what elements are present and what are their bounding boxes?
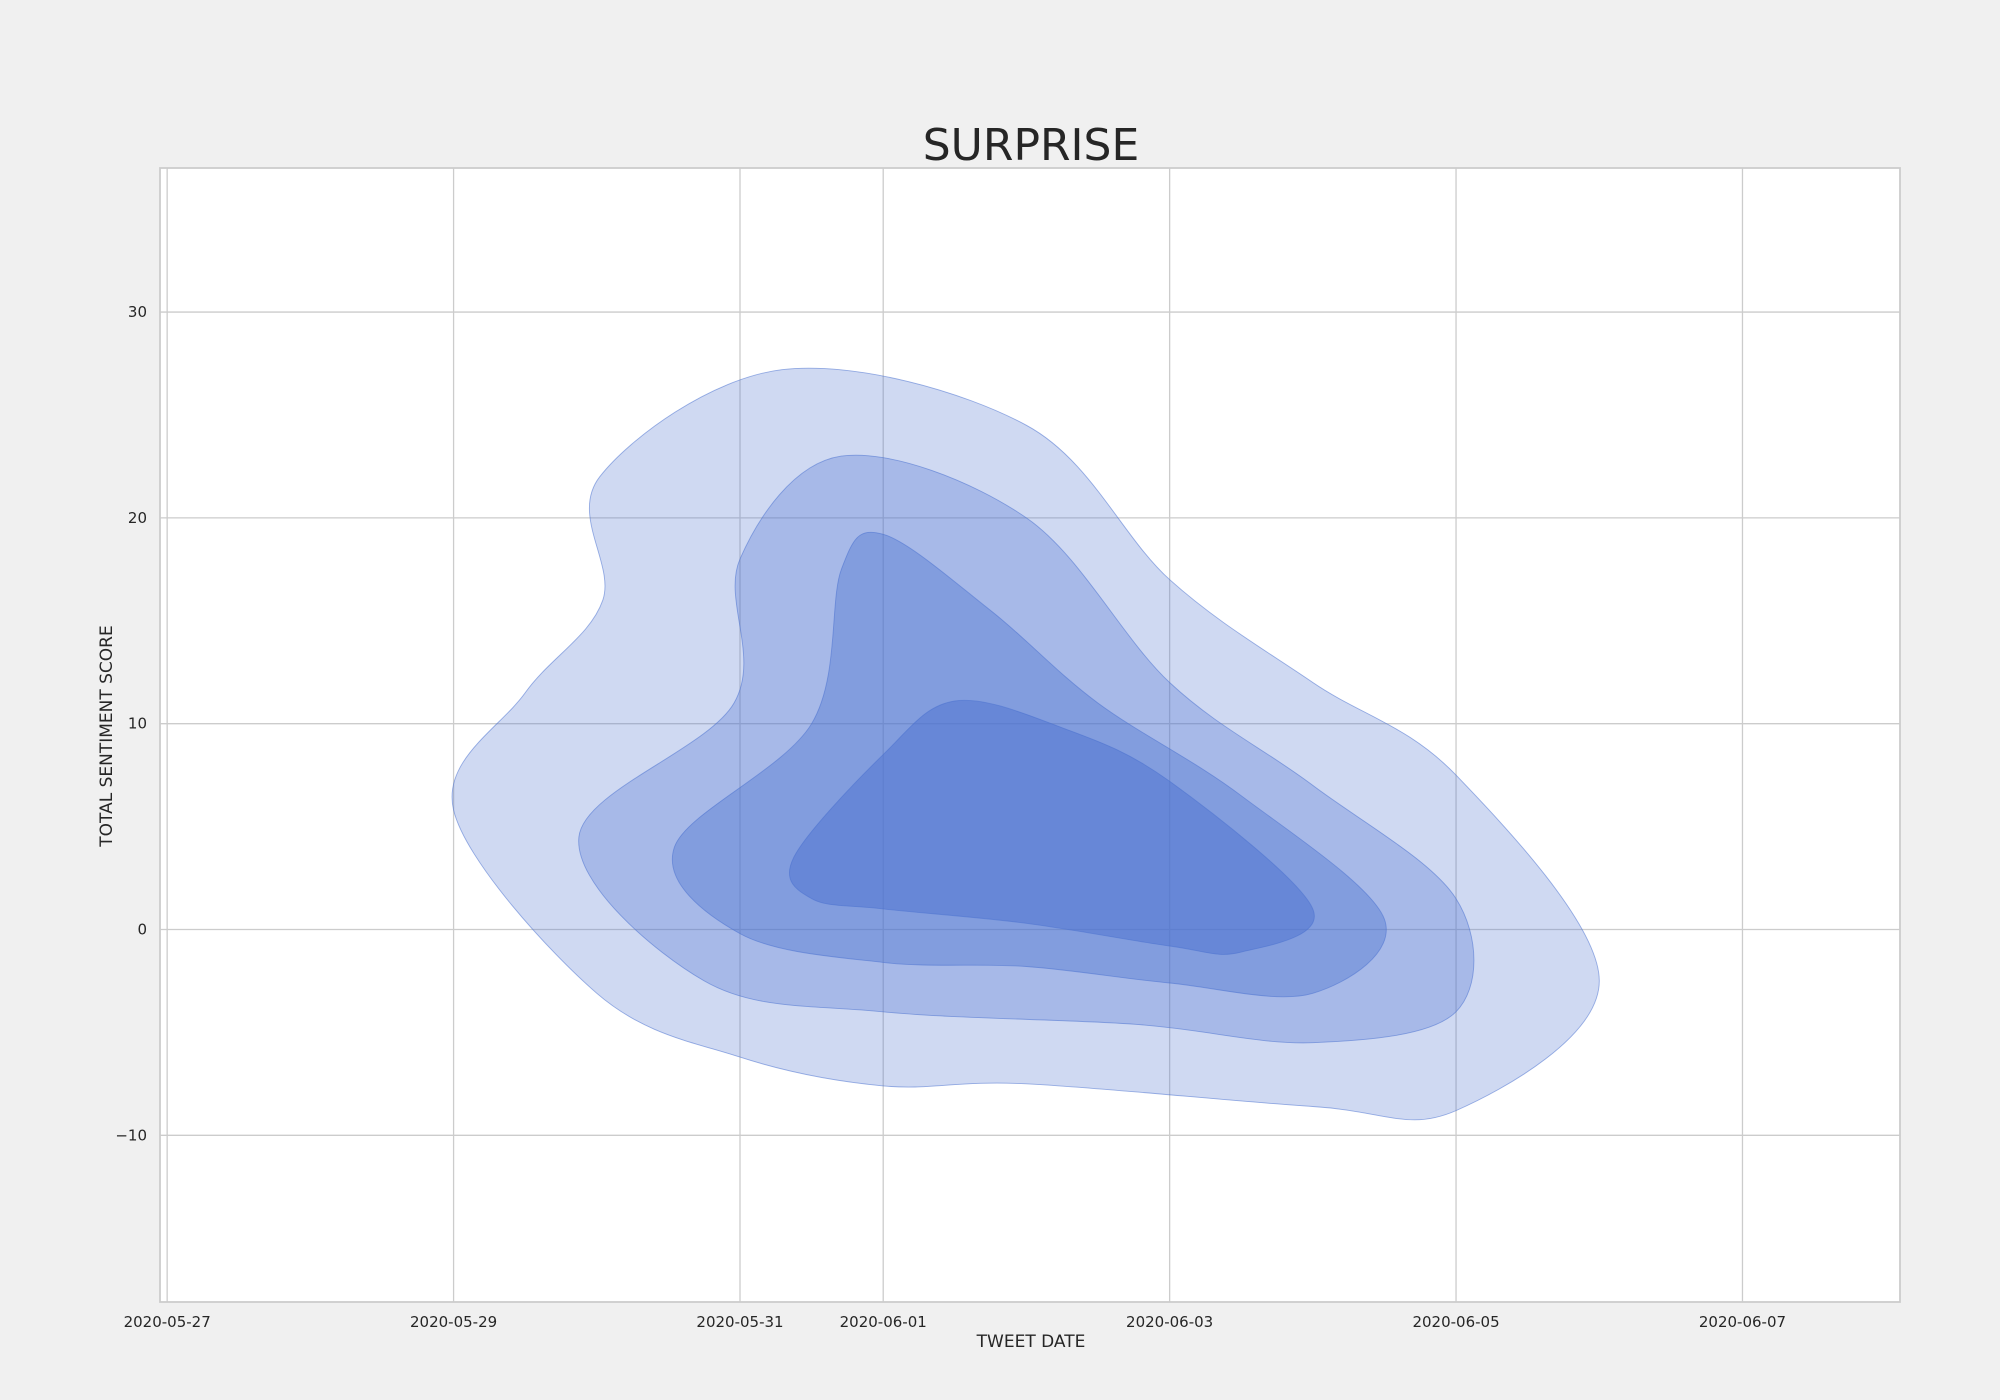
x-tick-label: 2020-06-07 — [1699, 1313, 1786, 1331]
x-tick-label: 2020-06-01 — [840, 1313, 927, 1331]
chart-title: SURPRISE — [923, 120, 1140, 171]
x-tick-label: 2020-06-03 — [1126, 1313, 1213, 1331]
density-level-4 — [788, 699, 1315, 955]
y-tick-labels: −10 0 10 20 30 — [115, 303, 147, 1144]
x-tick-label: 2020-05-27 — [124, 1313, 211, 1331]
x-tick-label: 2020-05-31 — [696, 1313, 783, 1331]
y-tick-label: 30 — [128, 303, 147, 321]
y-tick-label: 0 — [137, 920, 147, 938]
x-tick-labels: 2020-05-27 2020-05-29 2020-05-31 2020-06-01… — [124, 1313, 1786, 1331]
y-axis-label: TOTAL SENTIMENT SCORE — [97, 625, 117, 848]
density-layer — [451, 367, 1600, 1121]
y-tick-label: 20 — [128, 509, 147, 527]
y-tick-label: −10 — [115, 1126, 147, 1144]
x-tick-label: 2020-05-29 — [410, 1313, 497, 1331]
y-tick-label: 10 — [128, 715, 147, 733]
x-axis-label: TWEET DATE — [976, 1332, 1086, 1352]
x-tick-label: 2020-06-05 — [1412, 1313, 1499, 1331]
